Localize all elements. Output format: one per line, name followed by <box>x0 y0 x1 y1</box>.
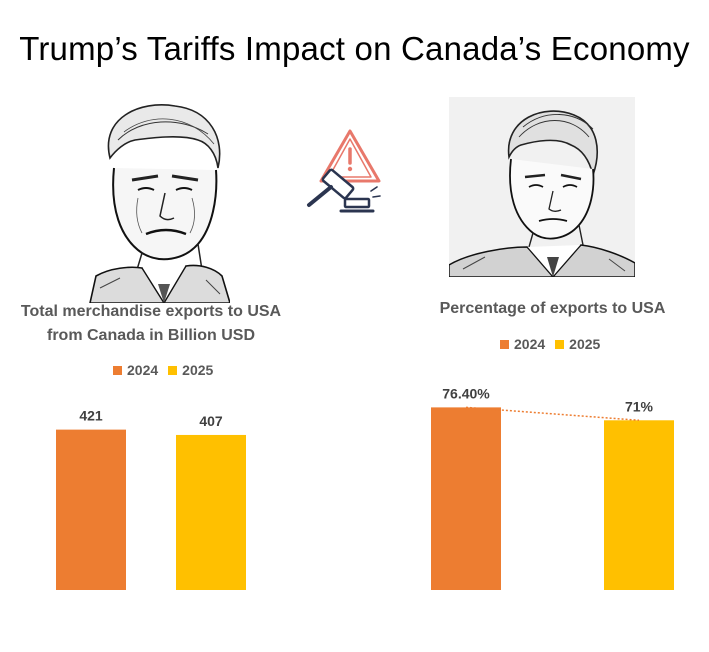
legend-swatch-2024 <box>500 339 509 349</box>
legend-label-2025: 2025 <box>182 362 214 378</box>
legend-swatch-2024 <box>113 365 122 375</box>
trump-portrait-image <box>89 104 230 303</box>
legend-item-2025: 2025 <box>168 362 213 378</box>
exports-data-label-2024: 421 <box>79 408 103 424</box>
left-chart-legend: 2024 2025 <box>113 362 223 378</box>
percentage-trendline <box>465 406 640 422</box>
right-chart-title: Percentage of exports to USA <box>439 300 666 317</box>
legend-swatch-2025 <box>555 339 565 349</box>
gavel-warning-icon <box>307 129 381 213</box>
percentage-data-label-2025: 71% <box>625 398 654 414</box>
legend-label-2024: 2024 <box>127 362 159 378</box>
exports-bar-2024 <box>56 429 126 590</box>
percentage-data-label-2024: 76.40% <box>442 385 490 401</box>
legend-label-2024: 2024 <box>514 336 546 352</box>
trudeau-portrait-image <box>449 97 635 277</box>
exports-bar-2025 <box>176 434 246 590</box>
legend-item-2024: 2024 <box>500 336 545 352</box>
legend-label-2025: 2025 <box>569 336 601 352</box>
exports-data-label-2025: 407 <box>199 413 223 429</box>
right-chart-legend: 2024 2025 <box>500 336 610 352</box>
left-chart-title: Total merchandise exports to USA from Ca… <box>0 300 302 348</box>
percentage-bar-2025 <box>604 420 674 590</box>
percentage-bar-2024 <box>431 407 501 590</box>
legend-swatch-2025 <box>168 365 178 375</box>
legend-item-2025: 2025 <box>555 336 600 352</box>
legend-item-2024: 2024 <box>113 362 158 378</box>
page-title: Trump’s Tariffs Impact on Canada’s Econo… <box>19 30 690 67</box>
left-chart-title-line-1: Total merchandise exports to USA <box>20 303 282 320</box>
left-chart-title-line-2: from Canada in Billion USD <box>46 327 255 344</box>
